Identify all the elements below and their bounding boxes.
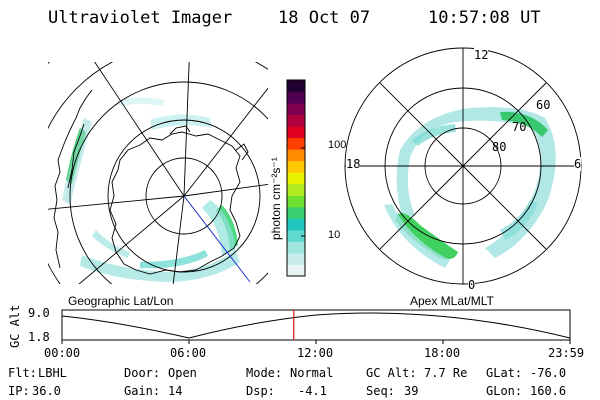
info-gain-value: 14 [168,384,183,398]
colorbar-tick-10: 10 [328,229,340,241]
colorbar-swatch [287,114,305,127]
magnetic-map [344,47,582,285]
altitude-xtick-1200: 12:00 [297,346,334,360]
geo-grid [48,62,268,284]
colorbar-swatch [287,195,305,208]
info-seq-value: 39 [404,384,419,398]
colorbar-swatch [287,183,305,196]
info-glon-label: GLon: [486,384,523,398]
altitude-xtick-2359: 23:59 [548,346,585,360]
info-gcalt-label: GC Alt: [366,366,417,380]
geographic-panel-label: Geographic Lat/Lon [68,294,174,308]
info-glat-value: -76.0 [530,366,567,380]
mlt-label-0: 0 [468,278,476,292]
mlat-label-60: 60 [536,98,551,112]
colorbar-unit-label: photon cm⁻²s⁻¹ [269,157,283,240]
info-ip-label: IP: [8,384,30,398]
altitude-curve [61,312,571,339]
altitude-xtick-0600: 06:00 [170,346,207,360]
mlt-label-12: 12 [474,48,489,62]
colorbar-swatch [287,264,305,277]
info-ip-value: 36.0 [32,384,61,398]
mlat-label-80: 80 [492,140,507,154]
geo-aurora-emission [62,97,240,282]
colorbar-swatch [287,206,305,219]
altitude-ytick-max: 9.0 [28,306,50,320]
altitude-xtick-0000: 00:00 [44,346,81,360]
colorbar-swatch [287,137,305,150]
info-gcalt-value: 7.7 Re [424,366,468,380]
colorbar-swatch [287,229,305,242]
info-filter-label: Flt: [8,366,37,380]
colorbar-swatch [287,80,305,93]
info-glon-value: 160.6 [530,384,567,398]
altitude-ytick-min: 1.8 [28,330,50,344]
colorbar-swatch [287,103,305,116]
colorbar-swatch [287,252,305,265]
instrument-title: Ultraviolet Imager [48,8,233,28]
geo-coastlines [53,89,249,275]
time-label: 10:57:08 UT [428,8,541,28]
info-seq-label: Seq: [366,384,395,398]
altitude-ylabel: GC Alt [8,304,22,348]
colorbar-swatch [287,160,305,173]
colorbar-swatch [287,91,305,104]
info-dsp-label: Dsp: [246,384,275,398]
geo-local-noon-line [183,195,251,283]
colorbar [286,79,306,277]
colorbar-frame [286,79,306,277]
info-glat-label: GLat: [486,366,523,380]
date-label: 18 Oct 07 [278,8,371,28]
colorbar-swatch [287,126,305,139]
colorbar-tick-100: 100 [328,139,346,151]
info-filter-value: LBHL [38,366,67,380]
magnetic-panel-label: Apex MLat/MLT [410,294,494,308]
mag-grid [344,47,582,285]
altitude-plot [61,309,571,344]
altitude-x-ticks [61,340,571,344]
mlat-label-70: 70 [512,120,527,134]
info-door-label: Door: [124,366,161,380]
info-door-value: Open [168,366,197,380]
colorbar-swatch [287,172,305,185]
info-gain-label: Gain: [124,384,161,398]
mlt-label-6: 6 [574,157,582,171]
info-mode-label: Mode: [246,366,283,380]
geographic-map [48,62,268,284]
colorbar-swatch [287,241,305,254]
colorbar-swatch [287,149,305,162]
info-mode-value: Normal [290,366,334,380]
mlt-label-18: 18 [346,157,361,171]
colorbar-swatch [287,218,305,231]
info-dsp-value: -4.1 [298,384,327,398]
altitude-xtick-1800: 18:00 [424,346,461,360]
